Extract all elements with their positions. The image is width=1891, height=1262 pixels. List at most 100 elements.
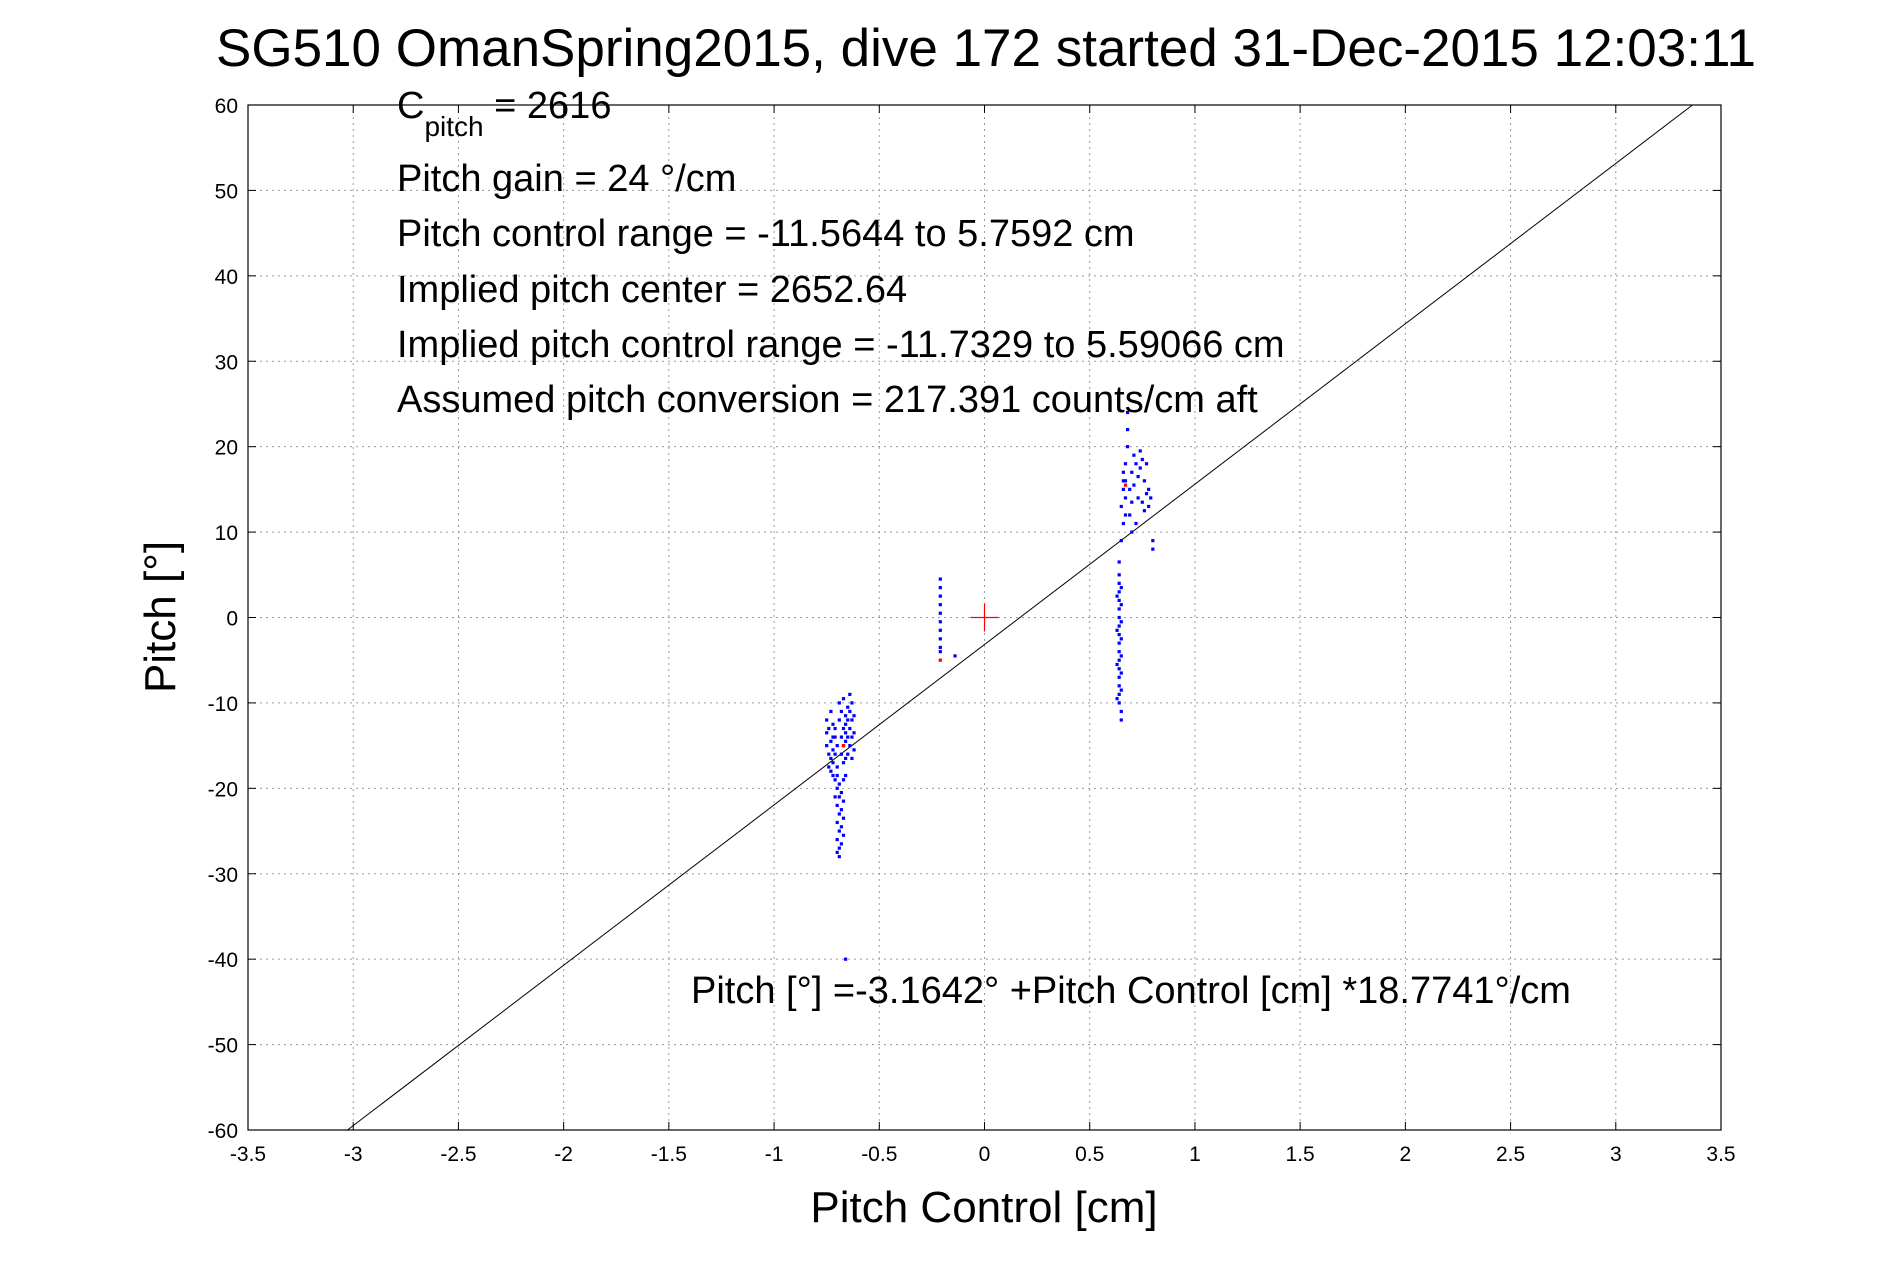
data-point — [825, 718, 829, 722]
data-point — [825, 731, 829, 735]
data-point — [844, 756, 848, 761]
data-point — [1117, 560, 1121, 564]
data-point — [844, 957, 848, 961]
data-point — [1136, 474, 1140, 479]
data-point — [1117, 692, 1121, 696]
x-tick-label: 0 — [979, 1143, 991, 1166]
data-point — [1123, 479, 1128, 483]
data-point — [1144, 462, 1149, 466]
data-point — [1147, 504, 1151, 509]
data-point — [1125, 445, 1130, 449]
data-point — [1119, 539, 1123, 543]
y-tick-label: -30 — [208, 864, 238, 887]
data-point — [850, 701, 854, 705]
data-point — [1121, 470, 1125, 474]
y-tick-label: -50 — [208, 1035, 238, 1058]
data-point — [839, 735, 844, 739]
data-point — [1125, 410, 1130, 415]
x-tick-label: -2.5 — [440, 1143, 476, 1166]
data-point — [844, 739, 848, 743]
data-point — [833, 752, 837, 756]
data-point — [938, 620, 942, 624]
data-point — [841, 744, 846, 748]
x-tick-label: 3 — [1610, 1143, 1622, 1166]
data-point — [837, 795, 841, 799]
data-point — [1117, 641, 1121, 645]
data-point — [846, 752, 850, 756]
data-point — [1147, 487, 1151, 491]
data-point — [848, 744, 852, 748]
data-point — [1130, 470, 1134, 474]
data-point — [1138, 466, 1142, 470]
data-point — [1140, 500, 1144, 504]
data-point — [1117, 607, 1121, 611]
data-point — [938, 586, 942, 590]
data-point — [839, 709, 844, 714]
x-axis-label: Pitch Control [cm] — [810, 1183, 1157, 1232]
data-point — [848, 709, 852, 714]
x-tick-label: 2.5 — [1496, 1143, 1525, 1166]
data-point — [1138, 449, 1142, 453]
data-point — [841, 816, 846, 820]
data-point — [1117, 675, 1121, 679]
data-point — [938, 637, 942, 641]
y-tick-label: 60 — [215, 95, 238, 118]
data-point — [829, 756, 833, 761]
x-tick-label: 0.5 — [1075, 1143, 1104, 1166]
data-point — [1119, 654, 1123, 658]
data-point — [1117, 590, 1121, 594]
data-point — [839, 842, 844, 846]
data-point — [841, 778, 846, 782]
data-point — [1119, 637, 1123, 641]
y-tick-label: 20 — [215, 437, 238, 460]
data-point — [1134, 462, 1138, 466]
pitch-range-annotation: Pitch control range = -11.5644 to 5.7592… — [397, 213, 1135, 255]
data-point — [1115, 662, 1119, 667]
data-point — [835, 773, 839, 778]
data-point — [841, 761, 846, 765]
data-point — [833, 795, 837, 799]
data-point — [1128, 513, 1132, 517]
implied-center-annotation: Implied pitch center = 2652.64 — [397, 269, 907, 311]
data-point — [837, 701, 841, 705]
data-point — [841, 799, 846, 803]
data-point — [837, 718, 841, 722]
data-point — [833, 778, 837, 782]
data-point — [938, 603, 942, 607]
data-point — [1123, 462, 1128, 466]
tick-layer: -3.5 -3 -2.5 -2 -1.5 -1 -0.5 0 0.5 1 1.5 2 2.5 3 3.5 -6… — [208, 95, 1736, 1166]
data-point — [827, 752, 831, 756]
data-point — [1132, 483, 1136, 487]
x-tick-label: 3.5 — [1706, 1143, 1735, 1166]
data-point — [841, 726, 846, 731]
data-point — [1119, 620, 1123, 624]
data-point — [837, 782, 841, 786]
cpitch-value: = 2616 — [484, 85, 612, 127]
y-axis-label: Pitch [°] — [136, 541, 185, 693]
data-point — [1115, 697, 1119, 701]
data-point — [850, 735, 854, 739]
data-point — [1119, 586, 1123, 590]
data-point — [831, 761, 835, 765]
data-point — [938, 650, 942, 654]
data-point — [1117, 650, 1121, 654]
data-point — [848, 692, 852, 696]
data-point — [1136, 496, 1140, 500]
data-point — [1144, 492, 1149, 496]
data-point — [837, 855, 841, 859]
data-point — [839, 752, 844, 756]
data-point — [1117, 581, 1121, 585]
data-point — [1119, 671, 1123, 675]
data-point — [1123, 513, 1128, 517]
y-tick-label: -60 — [208, 1120, 238, 1143]
data-point — [1121, 479, 1125, 483]
data-point — [848, 726, 852, 731]
data-point — [833, 726, 837, 731]
x-tick-label: 1 — [1189, 1143, 1201, 1166]
point-layer — [825, 410, 1155, 961]
pitch-gain-annotation: Pitch gain = 24 °/cm — [397, 158, 736, 200]
data-point — [844, 773, 848, 778]
data-point — [844, 731, 848, 735]
fit-line — [347, 104, 1693, 1131]
data-point — [852, 731, 856, 735]
